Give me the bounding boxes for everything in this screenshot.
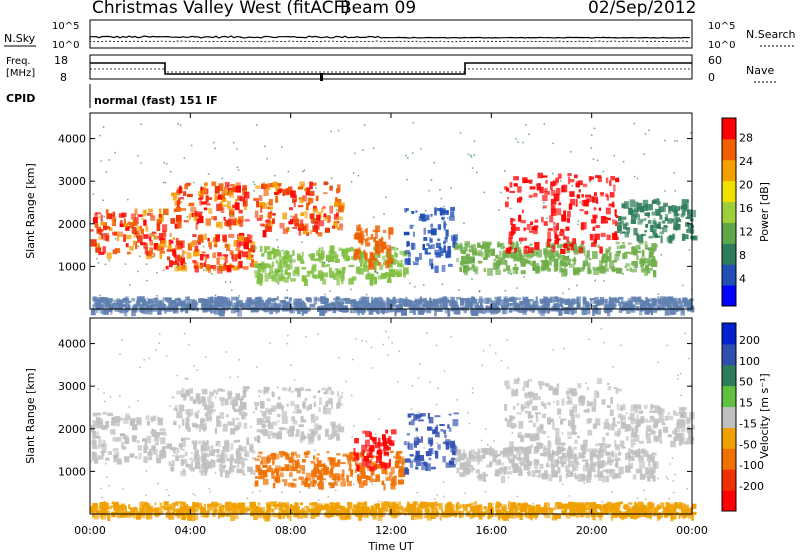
velocity-xticks: 00:00 04:00 08:00 12:00 16:00 20:00 00:00: [74, 113, 708, 537]
colorbar-segment-5: [722, 385, 736, 408]
beam-title: Beam 09: [340, 0, 416, 18]
nsearch-trace: [89, 40, 691, 43]
xtick-label-1: 04:00: [174, 524, 206, 537]
date-title: 02/Sep/2012: [588, 0, 696, 18]
xtick-label-0: 00:00: [74, 524, 106, 537]
xtick-label-3: 12:00: [375, 524, 407, 537]
colorbar-segment-4: [722, 406, 736, 428]
cpid-value: normal (fast) 151 IF: [94, 94, 218, 107]
colorbar-tick-0: 200: [739, 334, 760, 347]
colorbar-tick-2: 50: [739, 376, 753, 389]
count-tick-left-top: 10^5: [52, 21, 79, 32]
freq-label-line1: Freq.: [6, 56, 31, 67]
colorbar-segment-3: [722, 222, 736, 244]
colorbar-tick-6: 28: [739, 132, 753, 145]
freq-label-line2: [MHz]: [6, 68, 35, 79]
velocity-ylabel: Slant Range [km]: [24, 368, 37, 464]
colorbar-segment-2: [722, 243, 736, 265]
xtick-label-6: 00:00: [676, 524, 708, 537]
velocity-xlabel: Time UT: [367, 540, 413, 553]
nsky-trace: [89, 35, 691, 40]
nave-trace: [90, 68, 692, 73]
colorbar-segment-2: [722, 448, 736, 470]
counts-panel: N.Sky 10^5 10^0 10^5 10^0 N.Search: [4, 19, 796, 51]
colorbar-tick-5: -50: [739, 438, 757, 451]
nave-tick-top: 60: [708, 54, 722, 67]
colorbar-tick-1: 100: [739, 355, 760, 368]
nsky-label: N.Sky: [4, 32, 36, 45]
colorbar-segment-6: [722, 159, 736, 182]
power-panel: 1000 2000 3000 4000 Slant Range [km]: [24, 112, 698, 317]
colorbar-segment-3: [722, 427, 736, 449]
colorbar-tick-4: 20: [739, 179, 753, 192]
freq-panel: Freq. [MHz] 18 8 60 0 Nave: [6, 54, 778, 84]
colorbar-segment-1: [722, 469, 736, 491]
power-ylabel: Slant Range [km]: [24, 163, 37, 259]
colorbar-tick-1: 8: [739, 249, 746, 262]
freq-trace: [90, 62, 692, 75]
velocity-colorbar-label: Velocity [m s⁻¹]: [758, 373, 771, 458]
power-colorbar-label: Power [dB]: [758, 182, 771, 242]
colorbar-tick-2: 12: [739, 226, 753, 239]
colorbar-segment-7: [722, 138, 736, 161]
station-title: Christmas Valley West (fitACF): [92, 0, 350, 18]
freq-tick-bottom: 8: [60, 71, 67, 84]
ytick-label-0: 1000: [58, 465, 86, 478]
colorbar-segment-0: [722, 285, 736, 307]
nave-tick-bottom: 0: [708, 71, 715, 84]
colorbar-segment-8: [722, 118, 736, 140]
ytick-label-1: 2000: [58, 423, 86, 436]
ytick-label-0: 1000: [58, 260, 86, 273]
nsearch-label: N.Search: [746, 28, 796, 41]
colorbar-tick-6: -100: [739, 459, 764, 472]
colorbar-segment-7: [722, 343, 736, 366]
velocity-data: [90, 328, 697, 522]
ytick-label-1: 2000: [58, 218, 86, 231]
colorbar-tick-3: 16: [739, 202, 753, 215]
colorbar-segment-6: [722, 364, 736, 387]
count-tick-right-bottom: 10^0: [708, 40, 735, 51]
colorbar-segment-0: [722, 490, 736, 512]
count-tick-left-bottom: 10^0: [52, 40, 79, 51]
ytick-label-3: 4000: [58, 338, 86, 351]
power-yticks: 1000 2000 3000 4000: [58, 133, 692, 273]
velocity-colorbar: 200 100 50 15 -15 -50 -100 -200: [721, 322, 764, 512]
ytick-label-2: 3000: [58, 380, 86, 393]
colorbar-tick-0: 4: [739, 273, 746, 286]
power-colorbar: 4 8 12 16 20 24 28: [721, 117, 753, 307]
count-tick-right-top: 10^5: [708, 21, 735, 32]
nave-label: Nave: [746, 64, 774, 77]
colorbar-tick-7: -200: [739, 480, 764, 493]
colorbar-segment-8: [722, 323, 736, 345]
xtick-label-4: 16:00: [475, 524, 507, 537]
xtick-label-5: 20:00: [576, 524, 608, 537]
colorbar-tick-5: 24: [739, 155, 753, 168]
cpid-label: CPID: [6, 92, 35, 105]
ytick-label-2: 3000: [58, 175, 86, 188]
xtick-label-2: 08:00: [275, 524, 307, 537]
velocity-panel: 1000 2000 3000 4000 00:00 04:00 08:00 12:00 16:…: [24, 113, 708, 553]
colorbar-tick-3: 15: [739, 397, 753, 410]
velocity-yticks: 1000 2000 3000 4000: [58, 338, 692, 478]
colorbar-segment-4: [722, 201, 736, 223]
colorbar-tick-4: -15: [739, 417, 757, 430]
freq-tick-top: 18: [54, 54, 68, 67]
ytick-label-3: 4000: [58, 133, 86, 146]
colorbar-segment-1: [722, 264, 736, 286]
power-data: [90, 121, 698, 317]
colorbar-segment-5: [722, 180, 736, 203]
